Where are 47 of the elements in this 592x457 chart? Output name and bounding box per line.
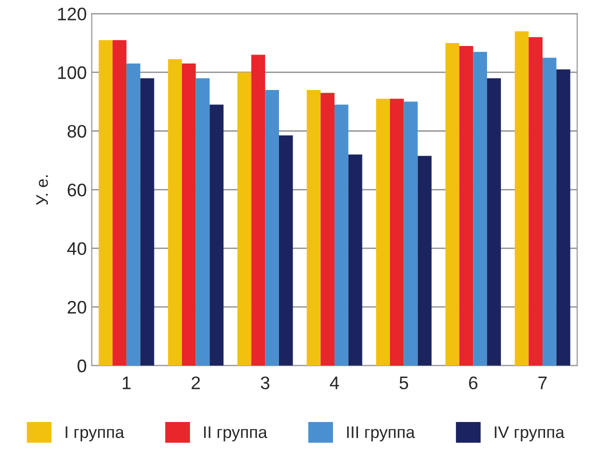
bar — [98, 40, 113, 366]
y-tick-label: 80 — [68, 124, 86, 138]
bar — [237, 72, 252, 366]
legend-label: III группа — [347, 426, 415, 442]
bar — [251, 54, 266, 366]
x-tick-label: 3 — [260, 376, 270, 390]
bar — [168, 59, 182, 366]
legend-label: II группа — [204, 426, 268, 442]
x-tick-label: 5 — [400, 376, 408, 390]
bar — [445, 43, 460, 366]
x-tick-label: 7 — [538, 376, 547, 390]
bar — [140, 78, 154, 366]
bar — [514, 31, 529, 366]
bar — [348, 154, 362, 366]
bar — [126, 64, 140, 366]
bar — [196, 78, 210, 366]
y-tick-label: 40 — [67, 242, 86, 256]
legend-label: IV группа — [494, 426, 564, 442]
bar — [182, 64, 196, 366]
y-tick-label: 60 — [68, 184, 86, 196]
bar — [334, 104, 348, 366]
bar — [459, 46, 474, 366]
bar — [542, 58, 556, 366]
bar — [390, 98, 404, 366]
x-tick-label: 6 — [469, 376, 478, 390]
bar — [556, 69, 570, 366]
x-tick-label: 4 — [330, 376, 339, 390]
x-tick-label: 1 — [122, 376, 131, 390]
bar — [265, 90, 279, 366]
legend-label: I группа — [66, 426, 124, 442]
bar — [473, 52, 488, 366]
bar — [320, 92, 334, 366]
bar — [112, 40, 126, 366]
x-tick-label: 2 — [192, 376, 200, 390]
bar — [404, 102, 418, 366]
bar — [306, 90, 321, 366]
y-tick-label: 0 — [78, 360, 86, 372]
bar — [376, 98, 390, 366]
y-tick-label: 20 — [68, 300, 86, 314]
bar — [418, 156, 432, 366]
bar — [528, 37, 543, 366]
bar — [487, 78, 501, 366]
y-axis-title: У. е. — [36, 175, 48, 205]
y-tick-label: 120 — [58, 8, 86, 20]
bar — [210, 104, 224, 366]
bar — [279, 135, 293, 366]
y-tick-label: 100 — [58, 66, 86, 80]
